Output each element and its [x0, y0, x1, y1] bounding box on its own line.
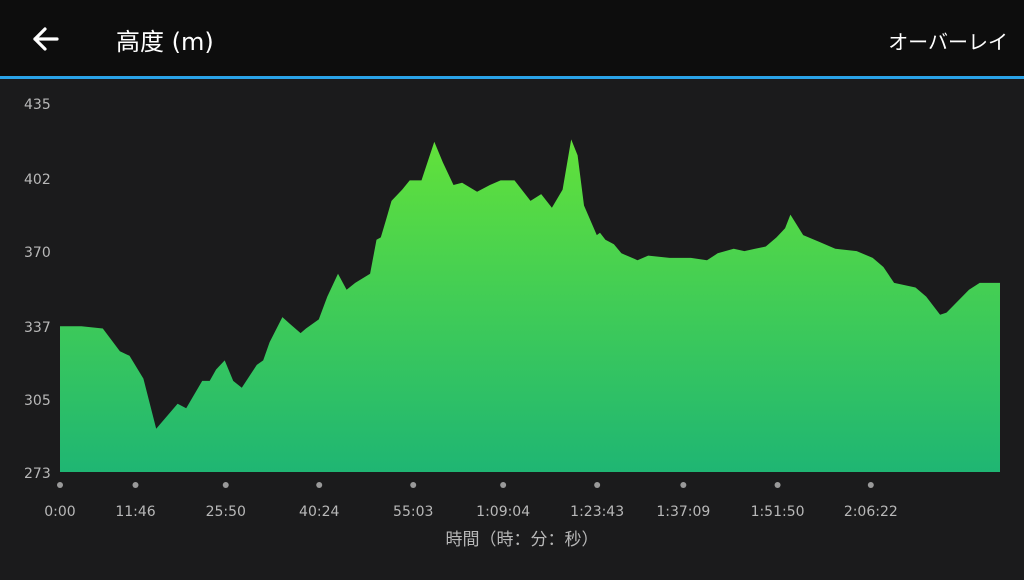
x-tick-label: 40:24	[299, 504, 339, 520]
x-tick-label: 11:46	[115, 504, 155, 520]
x-tick-label: 2:06:22	[844, 504, 898, 520]
x-tick-label: 1:51:50	[751, 504, 805, 520]
back-button[interactable]	[26, 20, 64, 58]
x-tick-dot	[316, 482, 323, 488]
elevation-chart-area[interactable]: 435 402 370 337 305 273 0:00 11:46 25:50 40:24 55…	[0, 79, 1024, 576]
x-tick-dot	[222, 482, 229, 488]
x-tick-dot	[774, 482, 781, 488]
x-tick-label: 1:23:43	[570, 504, 624, 520]
y-tick-label: 337	[24, 320, 51, 336]
x-tick-dot	[680, 482, 687, 488]
elevation-area	[60, 139, 1000, 472]
x-tick-dot	[132, 482, 139, 488]
x-tick-dot	[500, 482, 507, 488]
x-tick-dot	[867, 482, 874, 488]
x-tick-dot	[410, 482, 417, 488]
arrow-left-icon	[33, 27, 59, 51]
x-tick-label: 1:09:04	[476, 504, 530, 520]
x-tick-label: 1:37:09	[656, 504, 710, 520]
page-title: 高度 (m)	[116, 28, 214, 56]
overlay-button[interactable]: オーバーレイ	[888, 30, 1008, 54]
elevation-chart[interactable]: 435 402 370 337 305 273 0:00 11:46 25:50 40:24 55…	[0, 79, 1024, 576]
x-tick-dot	[594, 482, 601, 488]
x-tick-label: 55:03	[393, 504, 433, 520]
y-tick-label: 435	[24, 97, 51, 113]
y-tick-label: 273	[24, 466, 51, 482]
y-tick-label: 402	[24, 172, 51, 188]
y-tick-label: 305	[24, 393, 51, 409]
app-bar: 高度 (m) オーバーレイ	[0, 0, 1024, 79]
x-tick-label: 0:00	[44, 504, 75, 520]
x-axis-title: 時間（時：分：秒）	[446, 530, 599, 550]
x-tick-dot	[57, 482, 63, 488]
y-tick-label: 370	[24, 245, 51, 261]
x-tick-label: 25:50	[206, 504, 246, 520]
